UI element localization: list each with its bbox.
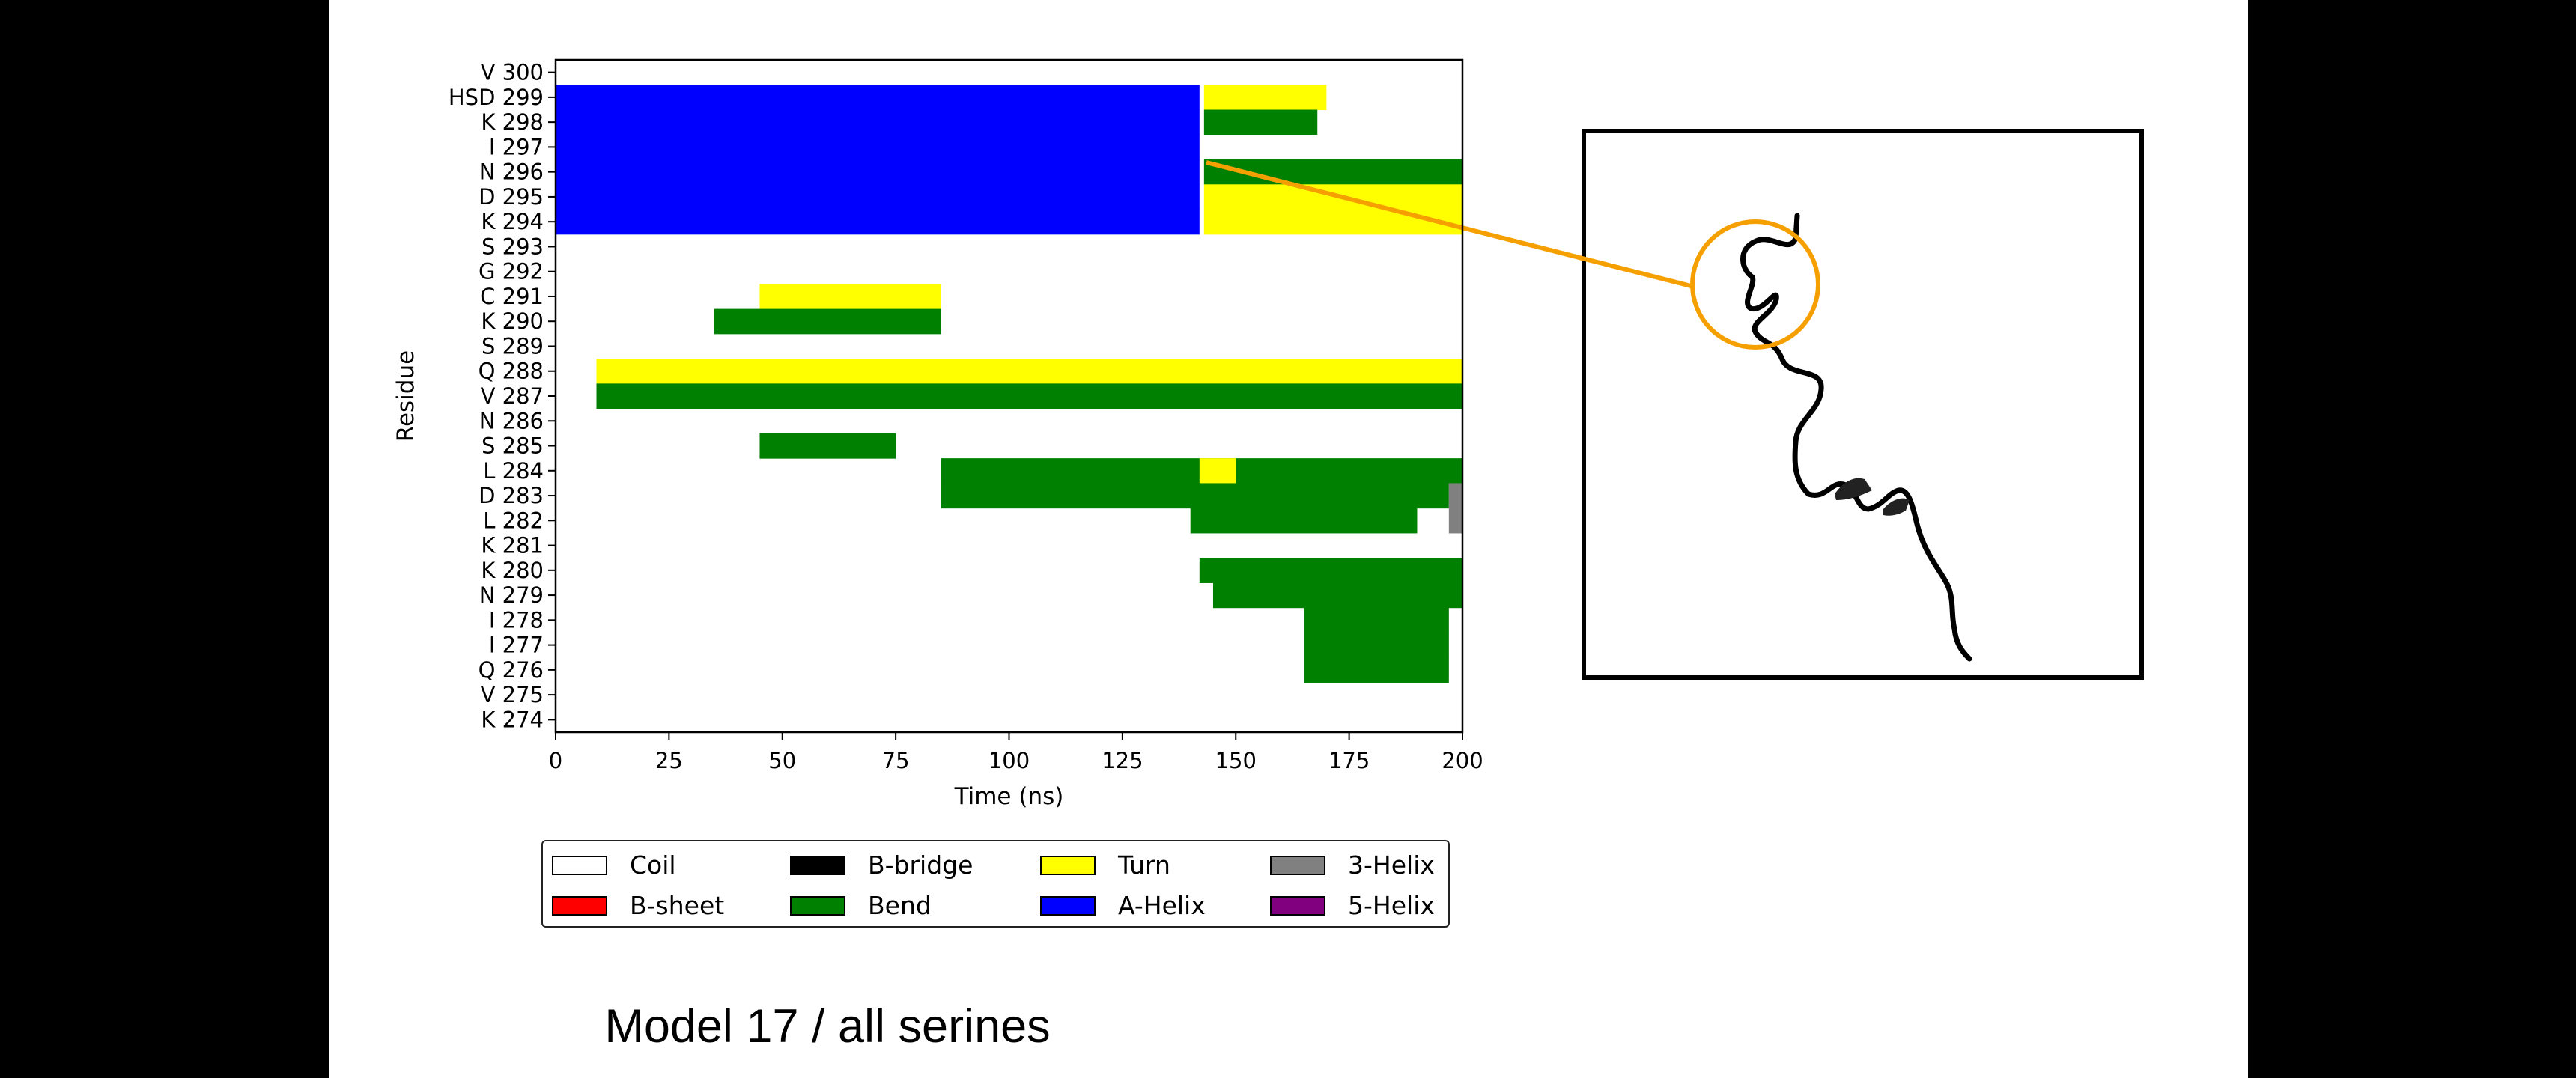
y-tick-label: Q 288 xyxy=(479,359,544,384)
x-tick-label: 100 xyxy=(988,748,1030,773)
heatmap-segment xyxy=(759,284,941,310)
legend-item: Turn xyxy=(1040,850,1170,880)
heatmap-segment xyxy=(596,383,1462,409)
legend-swatch xyxy=(790,855,845,875)
x-tick-label: 75 xyxy=(882,748,910,773)
x-tick-label: 125 xyxy=(1102,748,1143,773)
plot-frame xyxy=(554,58,1464,734)
y-axis-label: Residue xyxy=(392,350,419,442)
heatmap-segment xyxy=(556,134,1200,160)
legend-swatch xyxy=(552,855,607,875)
y-tick-label: S 289 xyxy=(482,333,544,359)
legend-label: 3-Helix xyxy=(1348,850,1435,880)
legend-item: 5-Helix xyxy=(1270,891,1435,920)
y-tick-label: HSD 299 xyxy=(449,85,544,110)
heatmap-segment xyxy=(1203,85,1327,111)
protein-strand-icon xyxy=(1835,478,1872,500)
heatmap-segment xyxy=(1199,558,1462,583)
figure-panel: V 300 HSD 299 K 298 I 297 N 296 D 295 K 294 S 2… xyxy=(329,0,2248,1078)
x-tick-label: 150 xyxy=(1215,748,1257,773)
heatmap-segment xyxy=(1448,483,1462,509)
legend-item: A-Helix xyxy=(1040,891,1206,920)
y-tick-label: K 298 xyxy=(481,109,544,135)
heatmap-segment xyxy=(1203,209,1462,235)
legend-swatch xyxy=(1040,855,1096,875)
y-tick-label: V 300 xyxy=(481,60,544,85)
heatmap-segment xyxy=(1304,657,1449,683)
y-tick-label: K 294 xyxy=(481,209,544,234)
y-tick-label: K 280 xyxy=(481,558,544,583)
legend-swatch xyxy=(552,895,607,916)
heatmap-segment xyxy=(1304,632,1449,658)
y-tick-label: Q 276 xyxy=(479,657,544,683)
protein-ribbon-icon xyxy=(1740,213,1972,662)
heatmap-cells xyxy=(556,85,1462,683)
y-tick-label: G 292 xyxy=(479,259,544,284)
legend-swatch xyxy=(1270,855,1325,875)
y-tick-label: L 282 xyxy=(483,508,544,533)
legend-label: Coil xyxy=(630,850,676,880)
y-tick-label: N 286 xyxy=(479,408,544,433)
legend-swatch xyxy=(1040,895,1096,916)
y-tick-label: K 281 xyxy=(481,533,544,558)
y-tick-label: K 274 xyxy=(481,707,544,732)
figure-title: Model 17 / all serines xyxy=(604,1000,1051,1053)
heatmap-segment xyxy=(941,483,1449,509)
x-tick-label: 200 xyxy=(1442,748,1483,773)
legend-label: B-bridge xyxy=(868,850,973,880)
y-tick-label: V 287 xyxy=(481,383,544,409)
highlight-connector-line xyxy=(1206,160,1695,289)
protein-strand-icon xyxy=(1883,498,1910,516)
y-tick-label: V 275 xyxy=(481,682,544,707)
y-tick-label: D 295 xyxy=(479,184,544,210)
x-tick-label: 25 xyxy=(655,748,683,773)
x-tick-label: 0 xyxy=(549,748,562,773)
y-tick-label: N 279 xyxy=(479,582,544,608)
inset-frame xyxy=(1582,129,2144,680)
heatmap-segment xyxy=(1203,109,1318,135)
legend-label: 5-Helix xyxy=(1348,891,1435,920)
heatmap-segment xyxy=(714,308,941,335)
legend-label: B-sheet xyxy=(630,891,725,920)
legend-item: Bend xyxy=(790,891,932,920)
y-tick-label: D 283 xyxy=(479,483,544,508)
legend-swatch xyxy=(1270,895,1325,916)
legend-item: Coil xyxy=(552,850,676,880)
y-tick-label: N 296 xyxy=(479,159,544,185)
x-tick-label: 50 xyxy=(768,748,796,773)
x-axis-ticks: 0 25 50 75 100 125 150 175 200 xyxy=(549,732,1483,773)
heatmap-segment xyxy=(556,159,1200,185)
heatmap-segment xyxy=(556,184,1200,210)
y-tick-label: S 293 xyxy=(482,234,544,259)
legend-swatch xyxy=(790,895,845,916)
y-tick-label: S 285 xyxy=(482,433,544,459)
legend-item: 3-Helix xyxy=(1270,850,1435,880)
heatmap-segment xyxy=(1304,607,1449,633)
y-tick-label: K 290 xyxy=(481,308,544,334)
heatmap-segment xyxy=(1448,508,1462,534)
legend-item: B-sheet xyxy=(552,891,724,920)
x-axis-label: Time (ns) xyxy=(954,783,1064,810)
legend: Coil B-sheet B-bridge Bend Turn A-Helix 3-Heli… xyxy=(541,840,1450,928)
y-tick-label: L 284 xyxy=(483,458,544,484)
y-tick-label: I 278 xyxy=(489,607,544,633)
legend-label: Bend xyxy=(868,891,932,920)
heatmap-segment xyxy=(759,433,896,459)
legend-item: B-bridge xyxy=(790,850,973,880)
x-tick-label: 175 xyxy=(1328,748,1370,773)
heatmap-segment xyxy=(1199,458,1236,484)
y-tick-label: C 291 xyxy=(480,284,544,309)
heatmap-segment xyxy=(1212,582,1462,609)
heatmap-segment xyxy=(596,359,1462,384)
heatmap-segment xyxy=(556,109,1200,135)
heatmap-segment xyxy=(1190,508,1418,534)
y-tick-label: I 277 xyxy=(489,633,544,658)
heatmap-segment xyxy=(556,209,1200,235)
legend-label: A-Helix xyxy=(1118,891,1206,920)
heatmap-segment xyxy=(556,85,1200,111)
y-tick-label: I 297 xyxy=(489,134,544,159)
legend-label: Turn xyxy=(1118,850,1170,880)
